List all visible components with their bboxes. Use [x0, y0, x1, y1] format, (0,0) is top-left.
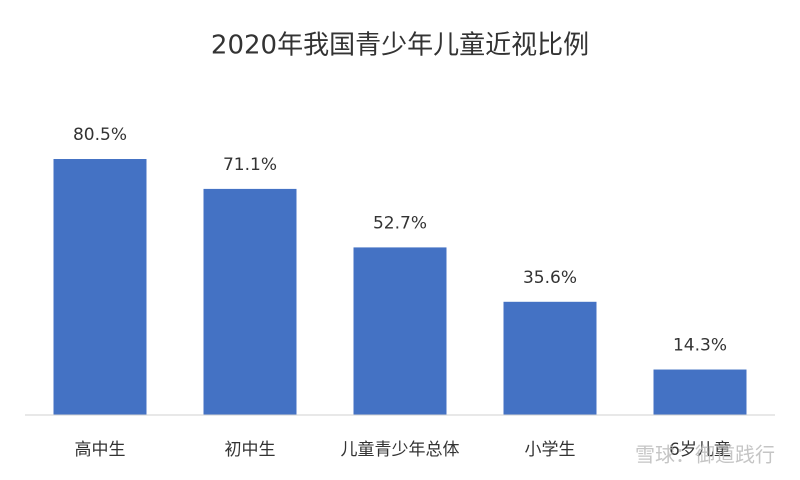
- watermark: 雪球：御道践行: [635, 443, 775, 467]
- value-label: 35.6%: [523, 268, 577, 288]
- x-tick-label: 初中生: [225, 440, 276, 460]
- x-tick-label: 高中生: [75, 440, 126, 460]
- value-label: 71.1%: [223, 155, 277, 175]
- x-tick-label: 6岁儿童: [669, 440, 731, 460]
- bar: [353, 247, 447, 415]
- value-label: 14.3%: [673, 336, 727, 356]
- bar: [53, 159, 147, 415]
- bar: [203, 188, 297, 415]
- x-tick-label: 小学生: [525, 440, 576, 460]
- value-label: 80.5%: [73, 125, 127, 145]
- value-label: 52.7%: [373, 213, 427, 233]
- x-tick-label: 儿童青少年总体: [341, 440, 460, 460]
- bar: [503, 301, 597, 415]
- bar: [653, 369, 747, 415]
- chart-title: 2020年我国青少年儿童近视比例: [211, 31, 589, 61]
